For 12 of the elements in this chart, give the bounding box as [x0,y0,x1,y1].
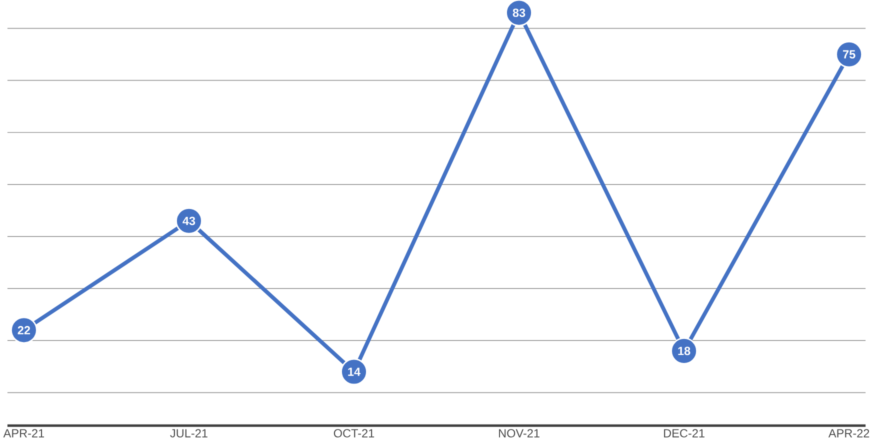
x-tick-label: JUL-21 [170,429,208,438]
data-label: 75 [843,50,856,59]
x-tick-label: APR-21 [3,429,44,438]
data-label: 18 [678,346,690,356]
x-tick-label: APR-22 [828,429,870,438]
data-label: 14 [348,368,360,376]
data-label: 22 [18,326,30,334]
x-tick-label: OCT-21 [334,429,374,438]
data-label: 83 [512,8,526,18]
x-tick-label: NOV-21 [499,429,540,438]
x-tick-label: DEC-21 [664,429,704,438]
data-label: 43 [182,216,196,226]
